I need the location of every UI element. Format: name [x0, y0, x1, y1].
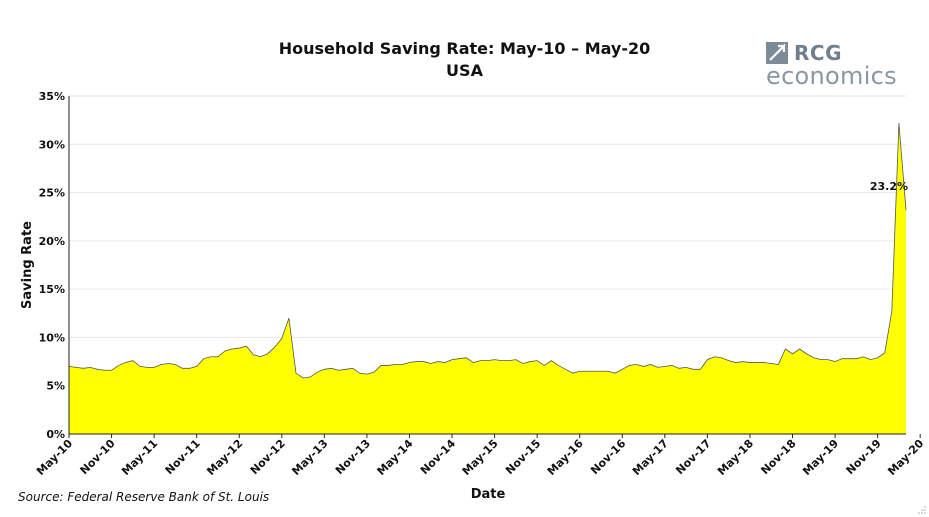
x-tick-label: May-19 — [800, 437, 841, 478]
x-axis-label: Date — [471, 487, 506, 502]
x-tick-label: May-10 — [34, 437, 75, 478]
data-label-last: 23.2% — [870, 180, 908, 193]
gridlines — [69, 95, 906, 387]
rcg-economics-logo: RCG economics — [766, 41, 906, 92]
x-tick-label: Nov-12 — [248, 437, 288, 477]
x-tick-label: Nov-19 — [844, 437, 884, 477]
chart-subtitle: USA — [446, 61, 483, 80]
x-tick-label: Nov-16 — [588, 437, 628, 477]
x-tick-label: May-14 — [375, 437, 416, 478]
area-fill — [69, 123, 906, 434]
y-tick-label: 30% — [39, 138, 65, 151]
x-tick-label: May-13 — [289, 437, 330, 478]
resize-grip-icon[interactable] — [917, 505, 927, 515]
x-tick-label: May-16 — [545, 437, 586, 478]
source-note: Source: Federal Reserve Bank of St. Loui… — [18, 490, 270, 504]
y-tick-label: 0% — [46, 428, 65, 441]
x-tick-labels: May-10 Nov-10 May-11 Nov-11 May-12 Nov-12 May-… — [34, 434, 927, 478]
x-tick-label: May-20 — [885, 437, 926, 478]
y-tick-label: 10% — [39, 331, 65, 344]
x-tick-label: Nov-17 — [673, 437, 713, 477]
x-tick-label: May-17 — [630, 437, 671, 478]
series-line — [68, 123, 907, 379]
x-tick-label: May-11 — [119, 437, 160, 478]
x-tick-label: Nov-18 — [758, 437, 798, 477]
y-tick-label: 35% — [39, 90, 65, 103]
axes — [68, 96, 906, 435]
y-tick-label: 20% — [39, 235, 65, 248]
logo-sub: economics — [766, 62, 897, 90]
y-axis-label: Saving Rate — [20, 221, 35, 309]
logo-brand: RCG — [794, 41, 842, 65]
chart-title: Household Saving Rate: May-10 – May-20 — [278, 39, 651, 58]
logo-mark-icon — [766, 42, 788, 64]
x-tick-label: Nov-13 — [333, 437, 373, 477]
y-tick-label: 5% — [46, 380, 65, 393]
series-area — [68, 123, 907, 434]
x-tick-label: Nov-11 — [163, 437, 203, 477]
x-tick-label: May-15 — [460, 437, 501, 478]
x-tick-label: May-18 — [715, 437, 756, 478]
x-tick-label: Nov-14 — [418, 437, 458, 477]
x-tick-label: Nov-10 — [78, 437, 118, 477]
y-tick-labels: 0% 5% 10% 15% 20% 25% 30% 35% — [39, 90, 65, 441]
y-tick-label: 15% — [39, 283, 65, 296]
x-tick-label: May-12 — [204, 437, 245, 478]
x-tick-label: Nov-15 — [503, 437, 543, 477]
chart-title-block: Household Saving Rate: May-10 – May-20 U… — [0, 38, 929, 82]
y-tick-label: 25% — [39, 187, 65, 200]
